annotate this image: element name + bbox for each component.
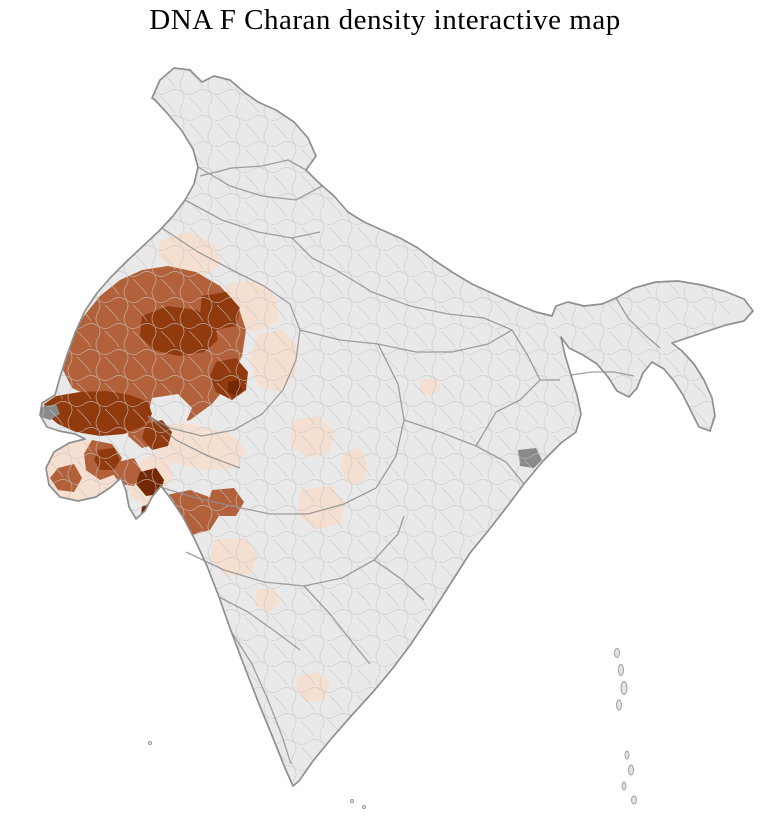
- india-outline: [39, 67, 754, 787]
- state-borders: [147, 159, 661, 765]
- andaman-nicobar-islands[interactable]: [614, 648, 637, 805]
- small-islands: [147, 740, 367, 810]
- page-title: DNA F Charan density interactive map: [149, 4, 621, 36]
